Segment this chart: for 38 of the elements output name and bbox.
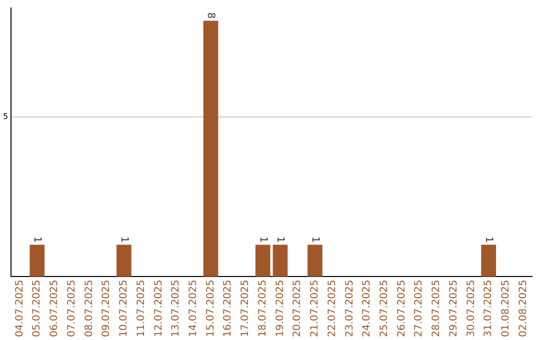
x-tick-label: 02.08.2025 (518, 280, 529, 338)
x-tick-label: 20.07.2025 (292, 280, 304, 338)
x-tick-label: 01.08.2025 (500, 280, 512, 338)
x-tick-label: 22.07.2025 (326, 280, 338, 338)
x-tick-label: 11.07.2025 (136, 280, 147, 338)
x-tick-label: 05.07.2025 (32, 280, 43, 338)
x-tick-label: 06.07.2025 (49, 280, 60, 338)
x-tick-label: 25.07.2025 (379, 280, 390, 338)
x-tick-label: 21.07.2025 (310, 280, 321, 338)
x-tick-label: 15.07.2025 (205, 280, 216, 338)
x-tick-label: 24.07.2025 (362, 280, 373, 338)
data-label: 1 (309, 236, 320, 243)
x-tick-label: 18.07.2025 (257, 280, 268, 338)
data-label: 8 (205, 12, 216, 19)
x-tick-label: 27.07.2025 (414, 280, 425, 338)
x-tick-label: 08.07.2025 (84, 280, 95, 338)
x-tick-label: 19.07.2025 (274, 280, 286, 338)
x-tick-label: 29.07.2025 (448, 280, 460, 338)
data-label: 1 (118, 236, 130, 243)
x-tick-label: 17.07.2025 (240, 280, 252, 338)
x-tick-label: 26.07.2025 (396, 280, 408, 338)
x-tick-label: 12.07.2025 (153, 280, 164, 338)
y-tick-label: 5 (2, 112, 8, 121)
x-tick-label: 30.07.2025 (466, 280, 477, 338)
x-tick-label: 14.07.2025 (188, 280, 199, 338)
data-label: 1 (482, 236, 494, 243)
x-tick-label: 31.07.2025 (483, 280, 494, 338)
x-tick-label: 07.07.2025 (66, 280, 78, 338)
data-label: 1 (32, 236, 43, 243)
data-label: 1 (257, 236, 268, 243)
data-label: 1 (274, 236, 286, 243)
x-tick-label: 10.07.2025 (118, 280, 130, 338)
x-tick-label: 13.07.2025 (170, 280, 182, 338)
x-tick-label: 23.07.2025 (344, 280, 356, 338)
x-tick-label: 28.07.2025 (431, 280, 442, 338)
x-tick-label: 16.07.2025 (222, 280, 234, 338)
x-tick-label: 04.07.2025 (14, 280, 26, 338)
x-tick-label: 09.07.2025 (101, 280, 112, 338)
